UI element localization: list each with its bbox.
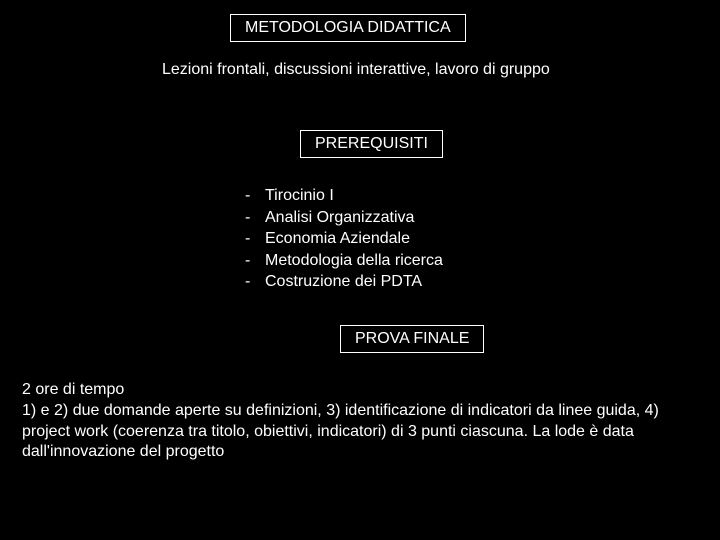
methodology-body: Lezioni frontali, discussioni interattiv… [162,60,582,81]
list-item-label: Metodologia della ricerca [265,250,443,272]
list-item-label: Tirocinio I [265,185,334,207]
list-item-label: Analisi Organizzativa [265,207,414,229]
list-item: - Tirocinio I [245,185,443,207]
bullet-dash: - [245,250,265,272]
final-exam-body: 2 ore di tempo1) e 2) due domande aperte… [22,380,698,463]
list-item: - Costruzione dei PDTA [245,271,443,293]
list-item: - Metodologia della ricerca [245,250,443,272]
bullet-dash: - [245,271,265,293]
bullet-dash: - [245,207,265,229]
list-item: - Analisi Organizzativa [245,207,443,229]
list-item: - Economia Aziendale [245,228,443,250]
list-item-label: Economia Aziendale [265,228,410,250]
bullet-dash: - [245,185,265,207]
bullet-dash: - [245,228,265,250]
prerequisites-heading: PREREQUISITI [300,130,443,158]
methodology-heading: METODOLOGIA DIDATTICA [230,14,466,42]
list-item-label: Costruzione dei PDTA [265,271,422,293]
final-exam-heading: PROVA FINALE [340,325,484,353]
prerequisites-list: - Tirocinio I - Analisi Organizzativa - … [245,185,443,293]
